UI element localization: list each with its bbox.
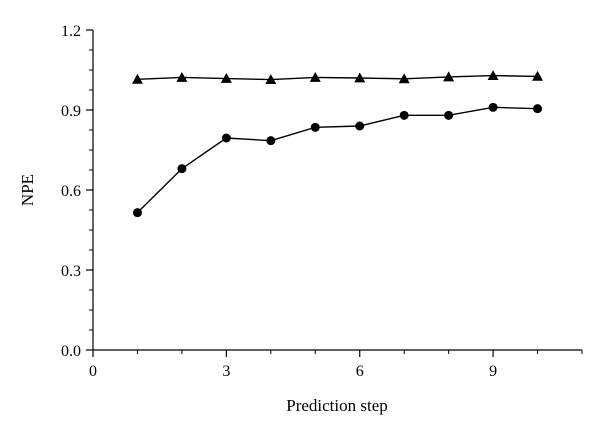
series-2-circle-marker (221, 133, 231, 143)
series-1-triangle-marker (354, 72, 366, 83)
x-tick-label: 6 (356, 363, 364, 380)
series-1-triangle-marker (398, 73, 410, 84)
series-2-circle-marker (310, 122, 320, 132)
series-1-triangle-marker (532, 70, 544, 81)
series-2-circle-marker (444, 110, 454, 120)
ticks: 0.0 0.3 0.6 0.9 1.2 0 3 6 9 (61, 23, 583, 380)
series-2-circle-marker (266, 136, 276, 146)
y-tick-label: 0.3 (61, 263, 81, 280)
y-tick-label: 0.9 (61, 103, 81, 120)
series-2-line (136, 106, 538, 214)
series-2-circle-marker (488, 102, 498, 112)
series-2-circle-marker (399, 110, 409, 120)
series-2-circle-marker (177, 164, 187, 174)
x-tick-label: 0 (89, 363, 97, 380)
series-1-triangle-marker (131, 73, 143, 84)
y-tick-label: 0.6 (61, 183, 81, 200)
series-1-triangle-marker (176, 71, 188, 82)
x-tick-label: 3 (222, 363, 230, 380)
series-1-triangle-marker (220, 73, 232, 83)
series-1-line (137, 74, 538, 81)
series-1-triangle-marker (309, 71, 321, 82)
series-1-triangle-marker (487, 70, 499, 80)
series-2-circle-marker (132, 208, 142, 218)
x-tick-label: 9 (489, 363, 497, 380)
series-layer (131, 70, 544, 218)
x-axis-label: Prediction step (286, 396, 388, 415)
series-1-triangle-marker (265, 74, 277, 84)
series-2-circle-marker (533, 104, 543, 114)
y-tick-label: 1.2 (61, 23, 81, 40)
series-1-triangle-marker (443, 71, 455, 82)
series-2-circle-marker (355, 121, 365, 131)
y-axis-label: NPE (18, 174, 37, 206)
y-tick-label: 0.0 (61, 343, 81, 360)
